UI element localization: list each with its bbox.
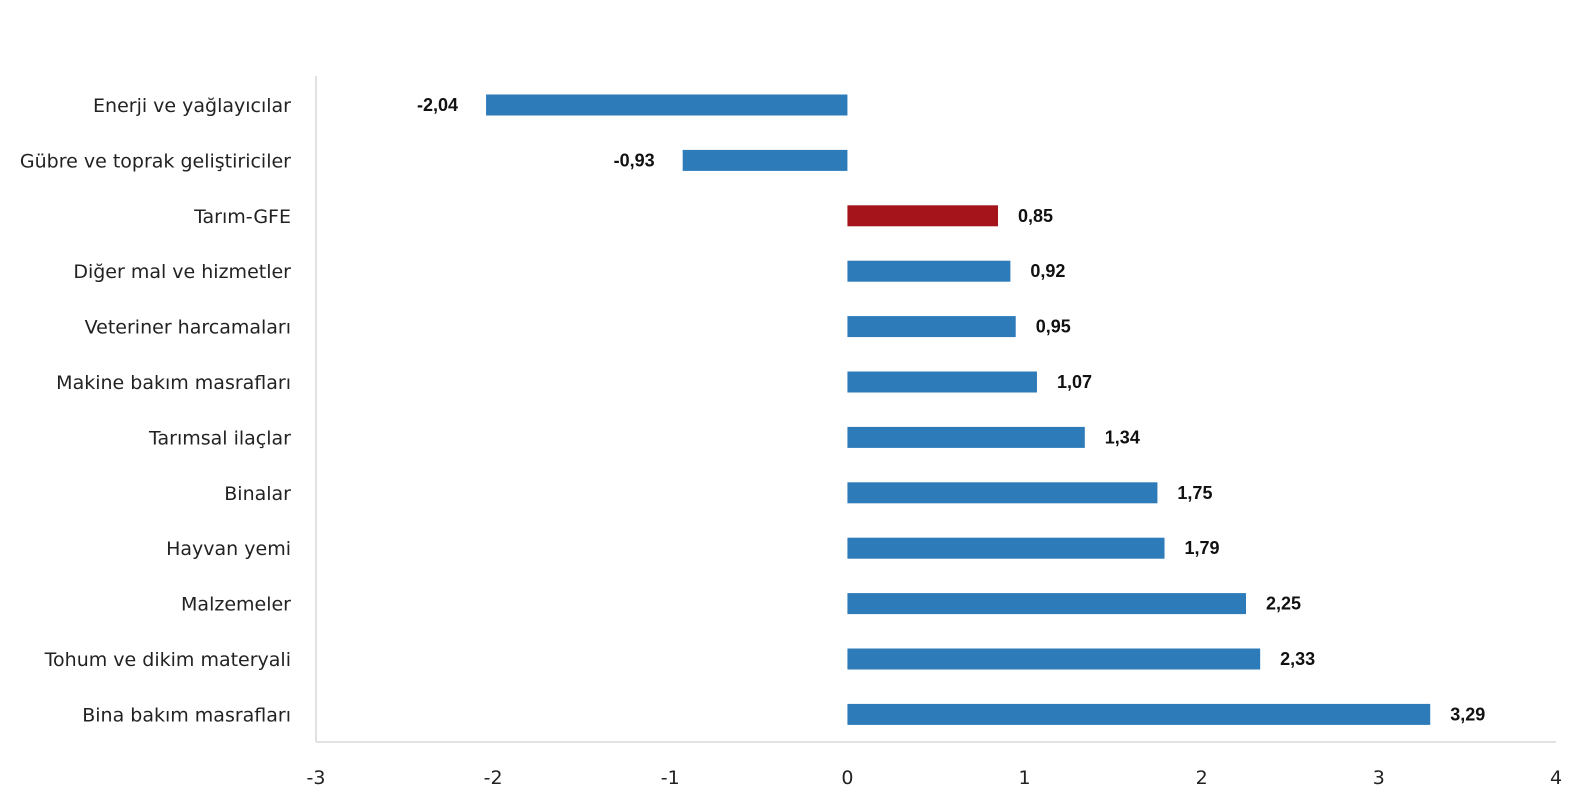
x-tick-label: -2 [484, 767, 503, 789]
data-label: 3,29 [1450, 704, 1485, 724]
bar [847, 593, 1246, 615]
data-label: 0,95 [1036, 317, 1071, 337]
x-tick-label: 2 [1196, 767, 1208, 789]
axes [315, 76, 1556, 743]
category-label: Malzemeler [181, 594, 291, 616]
x-tick-label: 3 [1373, 767, 1385, 789]
category-label: Veteriner harcamaları [85, 317, 291, 339]
bar [486, 94, 848, 116]
bar [847, 426, 1085, 448]
data-label: 2,33 [1280, 649, 1315, 669]
x-tick-label: -1 [661, 767, 680, 789]
x-tick-label: 4 [1550, 767, 1562, 789]
data-label: 1,75 [1177, 483, 1212, 503]
bar [847, 316, 1016, 338]
bars [486, 94, 1431, 725]
category-label: Tarım-GFE [193, 206, 291, 228]
data-label: 1,34 [1105, 427, 1140, 447]
bar [847, 205, 998, 227]
category-label: Hayvan yemi [166, 538, 291, 560]
bar [847, 260, 1011, 282]
data-label: -0,93 [614, 150, 655, 170]
data-label: -2,04 [417, 95, 458, 115]
bar [847, 482, 1158, 504]
x-tick-label: -3 [307, 767, 326, 789]
data-label: 2,25 [1266, 594, 1301, 614]
x-tick-label: 1 [1019, 767, 1031, 789]
labels: -3 -2 -1 0 1 2 3 4 Enerji ve yağlayıcılar -2,04 Gü… [20, 95, 1562, 789]
category-label: Tarımsal ilaçlar [148, 427, 291, 449]
data-label: 0,92 [1030, 261, 1065, 281]
bar [847, 537, 1165, 559]
category-label: Tohum ve dikim materyali [44, 649, 291, 671]
bar [847, 703, 1431, 725]
category-label: Enerji ve yağlayıcılar [93, 95, 291, 117]
category-label: Diğer mal ve hizmetler [73, 261, 291, 283]
data-label: 1,79 [1185, 538, 1220, 558]
category-label: Gübre ve toprak geliştiriciler [20, 150, 291, 172]
bar [847, 371, 1037, 393]
category-label: Bina bakım masrafları [82, 704, 291, 726]
category-label: Makine bakım masrafları [56, 372, 291, 394]
data-label: 1,07 [1057, 372, 1092, 392]
bar [847, 648, 1261, 670]
data-label: 0,85 [1018, 206, 1053, 226]
bar [682, 149, 848, 171]
category-label: Binalar [224, 483, 291, 505]
x-tick-label: 0 [841, 767, 853, 789]
